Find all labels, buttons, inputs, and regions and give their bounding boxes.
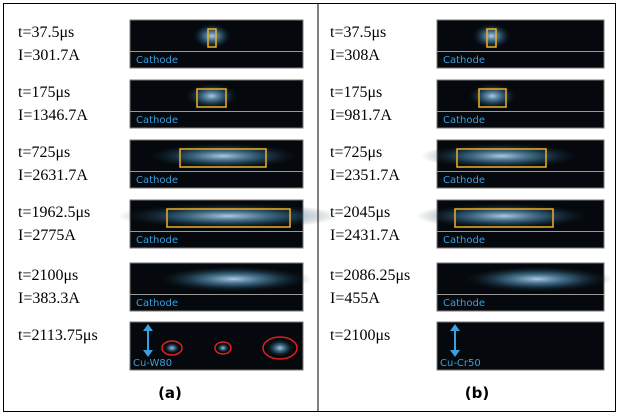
arc-glow	[156, 266, 312, 292]
arc-glow	[185, 83, 237, 109]
spot-glow	[217, 343, 230, 353]
time-label: t=175μs	[18, 84, 70, 101]
time-label: t=2100μs	[18, 267, 78, 284]
electrode-label: Cathode	[136, 175, 178, 186]
time-label: t=2100μs	[330, 327, 390, 344]
arc-glow	[462, 266, 612, 292]
electrode-label: Cathode	[443, 235, 485, 246]
material-label: Cu-W80	[133, 358, 172, 369]
arc-glow	[421, 143, 581, 169]
spot-glow	[164, 342, 180, 353]
time-label: t=2086.25μs	[330, 267, 410, 284]
time-label: t=2113.75μs	[18, 327, 98, 344]
current-label: I=301.7A	[18, 47, 80, 64]
current-label: I=2631.7A	[18, 167, 88, 184]
arc-glow	[472, 23, 512, 49]
time-label: t=37.5μs	[330, 24, 386, 41]
current-label: I=2351.7A	[330, 167, 400, 184]
time-label: t=2045μs	[330, 204, 390, 221]
time-label: t=725μs	[18, 144, 70, 161]
time-label: t=1962.5μs	[18, 204, 90, 221]
current-label: I=2431.7A	[330, 227, 400, 244]
electrode-label: Cathode	[443, 55, 485, 66]
electrode-label: Cathode	[443, 298, 485, 309]
time-label: t=725μs	[330, 144, 382, 161]
current-label: I=308A	[330, 47, 380, 64]
arc-glow	[468, 83, 517, 109]
arc-glow	[146, 143, 301, 169]
panel-label: (b)	[465, 384, 489, 402]
figure: t=37.5μs I=301.7A Cathode t=175μs I=1346.7A C…	[0, 0, 619, 415]
material-label: Cu-Cr50	[440, 358, 481, 369]
electrode-label: Cathode	[443, 115, 485, 126]
spot-glow	[266, 339, 293, 357]
electrode-label: Cathode	[136, 235, 178, 246]
electrode-label: Cathode	[443, 175, 485, 186]
panel-label: (a)	[158, 384, 182, 402]
current-label: I=455A	[330, 290, 380, 307]
electrode-label: Cathode	[136, 55, 178, 66]
page: t=37.5μs I=301.7A Cathode t=175μs I=1346.7A C…	[0, 0, 619, 415]
current-label: I=383.3A	[18, 290, 80, 307]
current-label: I=981.7A	[330, 107, 392, 124]
electrode-label: Cathode	[136, 115, 178, 126]
arc-glow	[192, 23, 232, 49]
electrode-label: Cathode	[136, 298, 178, 309]
arc-glow	[118, 203, 339, 229]
current-label: I=2775A	[18, 227, 76, 244]
arc-glow	[416, 203, 592, 229]
time-label: t=175μs	[330, 84, 382, 101]
time-label: t=37.5μs	[18, 24, 74, 41]
current-label: I=1346.7A	[18, 107, 88, 124]
